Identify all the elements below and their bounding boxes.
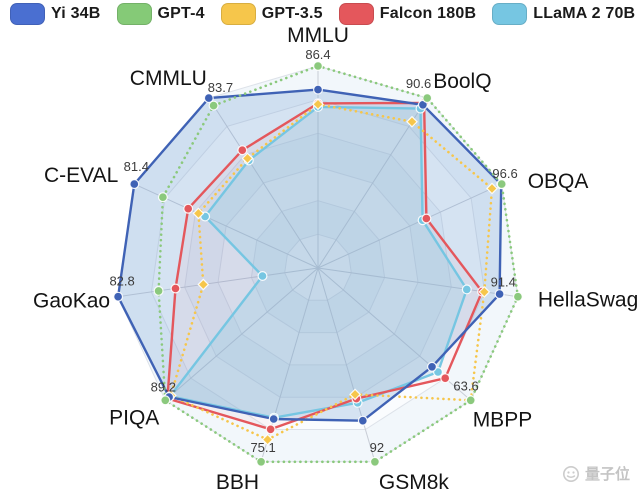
series-dot [129,179,140,190]
axis-name-label: PIQA [109,406,159,429]
legend-swatch [492,3,528,25]
radar-axis-spoke [317,97,428,269]
series-line-llama-2-70b [168,105,468,419]
series-dot [461,284,472,295]
radar-axis-spoke [317,183,502,269]
legend-item: GPT-4 [116,3,205,25]
series-dot [496,179,507,190]
series-dot [160,395,171,406]
axis-name-label: BoolQ [433,70,491,93]
series-dot [313,84,324,95]
series-dot [478,285,491,298]
series-dot [312,98,324,111]
axis-name-label: BBH [216,471,259,494]
legend-swatch [116,3,152,25]
series-dot [440,373,451,384]
series-dot [265,424,276,435]
axis-name-label: HellaSwag [538,289,638,312]
series-line-falcon-180b [166,101,484,431]
watermark-text: 量子位 [584,466,630,483]
legend-label: Falcon 180B [379,5,477,22]
axis-name-label: MBPP [473,408,533,431]
qbitai-logo-icon [562,465,580,483]
axis-name-label: CMMLU [130,67,207,90]
legend-label: LLaMA 2 70B [533,5,636,22]
series-dot [369,456,380,467]
series-dot [153,285,164,296]
series-dot [421,213,432,224]
legend-item: GPT-3.5 [220,3,323,25]
legend-label: GPT-4 [157,5,205,22]
series-line-yi-34b [116,88,503,422]
series-dot [183,203,194,214]
series-dot [197,278,210,291]
series-dot [313,60,324,71]
series-dot [261,433,274,446]
legend-label: GPT-3.5 [261,5,323,22]
axis-value-label: 92 [370,440,384,455]
series-dot [257,271,268,282]
legend-item: LLaMA 2 70B [492,3,635,25]
axis-value-label: 63.6 [453,378,478,393]
legend: Yi 34B GPT-4 GPT-3.5 Falcon 180B LLaMA 2… [10,3,635,25]
series-dot [357,415,368,426]
series-dot [349,388,362,401]
legend-swatch [220,3,256,25]
legend-item: Falcon 180B [338,3,477,25]
series-dot [113,291,124,302]
radar-axis-spoke [118,267,319,298]
axis-value-label: 82.8 [109,274,134,289]
series-dot [203,93,214,104]
legend-swatch [338,3,374,25]
axis-value-label: 86.4 [305,47,330,62]
series-dot [427,361,438,372]
legend-swatch [10,3,45,25]
axis-value-label: 91.4 [491,275,516,290]
axis-name-label: GaoKao [33,290,110,313]
axis-value-label: 96.6 [492,166,517,181]
radar-axis-spoke [208,97,319,269]
series-dot [494,289,505,300]
watermark: 量子位 [562,463,630,484]
series-dot [157,192,168,203]
radar-axis-spoke [317,267,376,462]
series-line-gpt-4 [157,64,520,464]
radar-axis-spoke [164,267,319,401]
legend-label: Yi 34B [51,5,101,22]
series-dot [268,414,279,425]
axis-value-label: 81.4 [124,159,149,174]
axis-name-label: C-EVAL [44,164,118,187]
axis-name-label: OBQA [528,170,589,193]
series-fill-falcon-180b [167,102,483,430]
axis-name-label: MMLU [287,24,349,47]
axis-name-label: GSM8k [379,471,450,494]
series-dot [208,100,219,111]
series-dot [486,182,498,195]
axis-value-label: 75.1 [250,440,275,455]
axis-value-label: 90.6 [406,76,431,91]
series-dot [465,395,476,406]
series-fill-llama-2-70b [170,106,467,418]
series-dot [241,152,254,165]
series-dot [406,115,418,128]
legend-item: Yi 34B [10,3,101,25]
series-dot [512,291,523,302]
series-dot [256,456,267,467]
series-dot [170,283,181,294]
series-dot [192,207,205,220]
axis-value-label: 89.2 [151,379,176,394]
series-line-gpt-3-5 [169,103,494,441]
series-dot [237,145,248,156]
series-dot [422,93,433,104]
axis-value-label: 83.7 [208,80,233,95]
